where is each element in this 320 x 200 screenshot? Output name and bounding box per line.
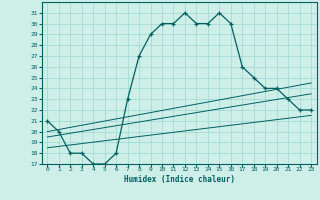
X-axis label: Humidex (Indice chaleur): Humidex (Indice chaleur) (124, 175, 235, 184)
